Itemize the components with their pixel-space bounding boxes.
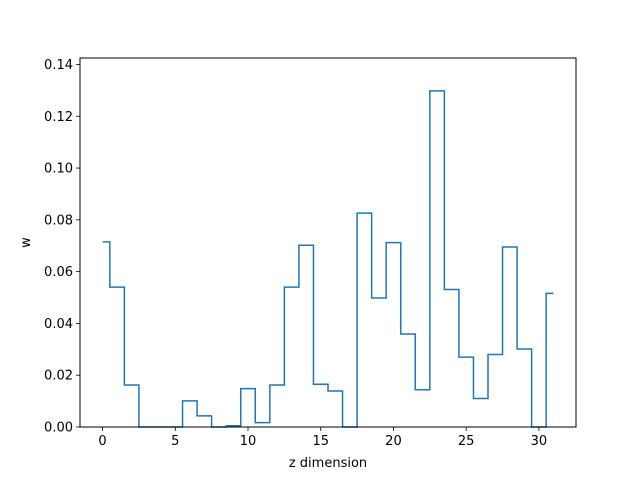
- x-tick-label: 5: [171, 434, 179, 449]
- series-line-0: [102, 90, 554, 428]
- y-axis-ticks: 0.00 0.02 0.04 0.06 0.08 0.10 0.12 0.14: [44, 58, 80, 436]
- y-tick-label: 0.02: [44, 369, 73, 384]
- x-tick-label: 25: [458, 434, 475, 449]
- y-tick-label: 0.10: [44, 162, 73, 177]
- x-tick-label: 20: [385, 434, 402, 449]
- x-tick-label: 15: [312, 434, 329, 449]
- y-tick-label: 0.04: [44, 317, 73, 332]
- y-axis-label: w: [19, 237, 34, 248]
- y-tick-label: 0.14: [44, 58, 73, 73]
- y-tick-label: 0.08: [44, 213, 73, 228]
- x-tick-label: 0: [98, 434, 106, 449]
- y-tick-label: 0.12: [44, 110, 73, 125]
- x-tick-label: 30: [531, 434, 548, 449]
- y-tick-label: 0.00: [44, 421, 73, 436]
- plot-frame: [79, 57, 577, 428]
- x-tick-label: 10: [240, 434, 257, 449]
- x-axis-ticks: 0 5 10 15 20 25 30: [98, 427, 547, 449]
- y-tick-label: 0.06: [44, 265, 73, 280]
- series-layer: [102, 90, 554, 428]
- x-axis-label: z dimension: [289, 456, 367, 471]
